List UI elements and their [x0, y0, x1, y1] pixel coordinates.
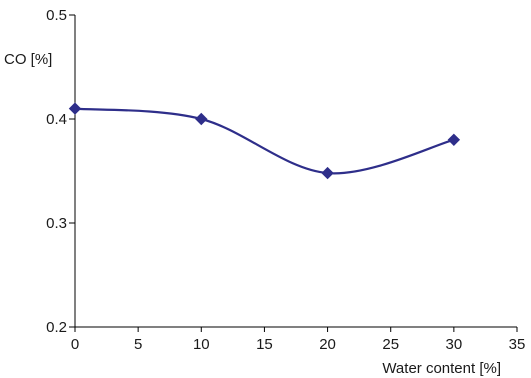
data-point-marker	[195, 112, 208, 126]
series-markers	[68, 102, 461, 180]
series-0-line	[73, 107, 455, 175]
y-axis-title: CO [%]	[4, 51, 52, 68]
x-tick-label: 35	[509, 336, 526, 353]
y-tick-label: 0.4	[46, 111, 67, 128]
data-point-marker	[68, 102, 82, 115]
y-tick-label: 0.5	[46, 7, 67, 24]
y-tick-label: 0.2	[46, 319, 67, 336]
x-axis-ticks: 0 5 10 15 20 25 30 35	[71, 327, 526, 353]
x-tick-label: 10	[193, 336, 210, 353]
series-lines	[73, 107, 455, 175]
data-point-marker	[447, 133, 461, 147]
x-tick-label: 5	[134, 336, 142, 353]
data-point-marker	[321, 166, 334, 180]
x-tick-label: 20	[319, 336, 336, 353]
x-tick-label: 0	[71, 336, 79, 353]
x-tick-label: 30	[446, 336, 463, 353]
plot-area	[74, 15, 517, 328]
y-tick-label: 0.3	[46, 215, 67, 232]
x-axis-title: Water content [%]	[382, 360, 501, 377]
x-tick-label: 15	[256, 336, 273, 353]
y-axis-ticks: 0.2 0.3 0.4 0.5	[46, 7, 75, 336]
x-tick-label: 25	[382, 336, 399, 353]
